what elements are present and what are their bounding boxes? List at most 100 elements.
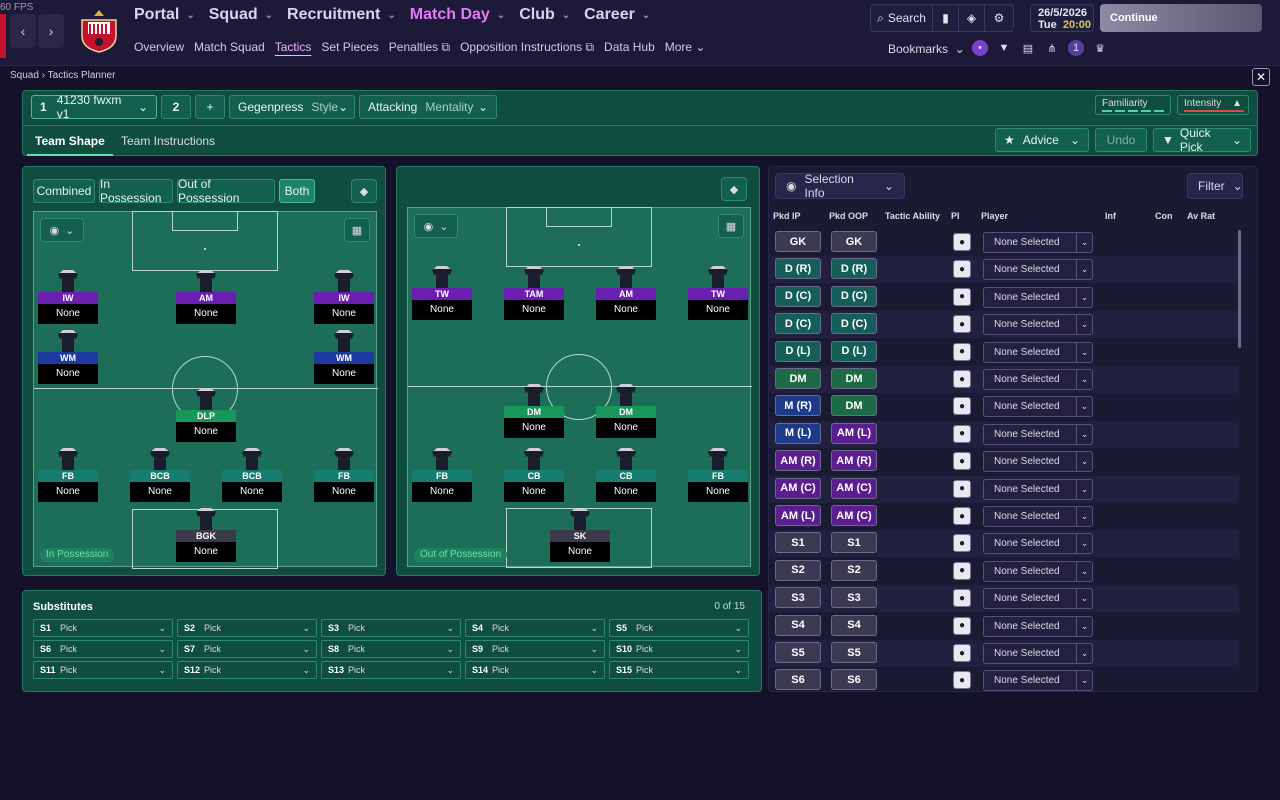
player-instructions-button[interactable]: ● [953, 616, 971, 635]
undo-button[interactable]: Undo [1095, 128, 1147, 152]
column-header[interactable]: Pkd IP [773, 211, 801, 221]
sub-menu-item[interactable]: More ⌄ [664, 40, 706, 54]
clipboard-icon[interactable]: ▤ [1022, 42, 1034, 55]
position-oop-button[interactable]: D (L) [831, 340, 877, 362]
position-ip-button[interactable]: D (L) [775, 340, 821, 362]
position-ip-button[interactable]: DM [775, 368, 821, 389]
player-select[interactable]: None Selected ⌄ [983, 232, 1093, 253]
position-oop-button[interactable]: AM (C) [831, 505, 877, 526]
player-instructions-button[interactable]: ● [953, 479, 971, 498]
search-button[interactable]: ⌕ Search [871, 5, 933, 31]
position-ip-button[interactable]: GK [775, 231, 821, 252]
player-slot[interactable]: FB None [38, 448, 98, 502]
player-select[interactable]: None Selected ⌄ [983, 478, 1093, 500]
substitute-select[interactable]: S4 Pick ⌄ [465, 619, 605, 637]
sub-menu-item[interactable]: Overview [134, 40, 185, 54]
formation-grid-button[interactable]: ▦ [718, 214, 744, 238]
main-menu-item[interactable]: Recruitment ⌄ [287, 6, 396, 23]
column-header[interactable]: Tactic Ability [885, 211, 941, 221]
player-slot[interactable]: WM None [38, 330, 98, 384]
player-instructions-button[interactable]: ● [953, 452, 971, 471]
player-select[interactable]: None Selected ⌄ [983, 314, 1093, 336]
add-tactic-button[interactable]: + [195, 95, 225, 119]
view-toggle-option[interactable]: Combined [33, 179, 95, 203]
substitute-select[interactable]: S8 Pick ⌄ [321, 640, 461, 658]
player-select[interactable]: None Selected ⌄ [983, 451, 1093, 473]
position-ip-button[interactable]: D (C) [775, 285, 821, 307]
news-button[interactable]: ◈ [959, 5, 985, 31]
advice-button[interactable]: ★ Advice ⌄ [995, 128, 1089, 152]
player-select[interactable]: None Selected ⌄ [983, 286, 1093, 308]
view-toggle-option[interactable]: In Possession [99, 177, 173, 205]
pitch-settings-button[interactable]: ◆ [721, 177, 747, 201]
sub-menu-item[interactable]: Opposition Instructions ⧉ [460, 40, 595, 54]
player-instructions-button[interactable]: ● [953, 342, 971, 361]
player-select[interactable]: None Selected ⌄ [983, 560, 1093, 582]
player-select[interactable]: None Selected ⌄ [983, 506, 1093, 527]
player-slot[interactable]: AM None [176, 270, 236, 324]
quick-pick-button[interactable]: ▼ Quick Pick ⌄ [1153, 126, 1251, 154]
view-toggle-option[interactable]: Out of Possession [177, 177, 275, 205]
column-header[interactable]: PI [951, 211, 960, 221]
main-menu-item[interactable]: Match Day ⌄ [409, 6, 506, 23]
tab-team-instructions[interactable]: Team Instructions [121, 134, 216, 148]
selection-info-dropdown[interactable]: ◉ Selection Info ⌄ [775, 172, 905, 200]
position-oop-button[interactable]: AM (R) [831, 450, 877, 472]
player-slot[interactable]: SK None [550, 508, 610, 562]
style-select[interactable]: Gegenpress Style ⌄ [229, 95, 355, 119]
main-menu-item[interactable]: Portal ⌄ [134, 6, 195, 23]
close-button[interactable]: ✕ [1252, 68, 1270, 86]
tactic-slot-1-select[interactable]: 1 41230 fwxm v1 ⌄ [31, 93, 157, 121]
substitute-select[interactable]: S1 Pick ⌄ [33, 619, 173, 637]
position-oop-button[interactable]: DM [831, 395, 877, 417]
column-header[interactable]: Pkd OOP [829, 211, 869, 221]
player-select[interactable]: None Selected ⌄ [983, 643, 1093, 664]
position-oop-button[interactable]: GK [831, 231, 877, 252]
player-select[interactable]: None Selected ⌄ [983, 423, 1093, 445]
player-select[interactable]: None Selected ⌄ [983, 533, 1093, 555]
player-select[interactable]: None Selected ⌄ [983, 396, 1093, 418]
position-ip-button[interactable]: S3 [775, 587, 821, 609]
player-slot[interactable]: DLP None [176, 388, 236, 442]
bookmark-button[interactable]: ▮ [933, 5, 959, 31]
position-oop-button[interactable]: S6 [831, 669, 877, 691]
player-slot[interactable]: DM None [504, 384, 564, 438]
substitute-select[interactable]: S15 Pick ⌄ [609, 661, 749, 679]
player-slot[interactable]: FB None [314, 448, 374, 502]
position-oop-button[interactable]: DM [831, 368, 877, 389]
main-menu-item[interactable]: Squad ⌄ [208, 6, 274, 23]
column-header[interactable]: Con [1155, 211, 1173, 221]
position-oop-button[interactable]: D (C) [831, 313, 877, 335]
sub-menu-item[interactable]: Data Hub [604, 40, 655, 54]
substitute-select[interactable]: S12 Pick ⌄ [177, 661, 317, 679]
substitute-select[interactable]: S10 Pick ⌄ [609, 640, 749, 658]
player-instructions-button[interactable]: ● [953, 534, 971, 553]
substitute-select[interactable]: S14 Pick ⌄ [465, 661, 605, 679]
visibility-toggle[interactable]: ◉ ⌄ [414, 214, 458, 238]
position-oop-button[interactable]: S2 [831, 559, 877, 581]
player-slot[interactable]: FB None [412, 448, 472, 502]
forward-button[interactable]: › [38, 14, 64, 48]
column-header[interactable]: Player [981, 211, 1009, 221]
position-oop-button[interactable]: S1 [831, 532, 877, 554]
position-oop-button[interactable]: D (R) [831, 258, 877, 280]
player-slot[interactable]: IW None [314, 270, 374, 324]
player-instructions-button[interactable]: ● [953, 507, 971, 525]
intensity-meter[interactable]: Intensity ▲ [1177, 95, 1249, 115]
position-ip-button[interactable]: AM (C) [775, 477, 821, 499]
club-crest-icon[interactable] [74, 8, 124, 54]
substitute-select[interactable]: S9 Pick ⌄ [465, 640, 605, 658]
substitute-select[interactable]: S5 Pick ⌄ [609, 619, 749, 637]
settings-button[interactable]: ⚙ [985, 5, 1013, 31]
player-slot[interactable]: AM None [596, 266, 656, 320]
position-ip-button[interactable]: S6 [775, 669, 821, 691]
substitute-select[interactable]: S11 Pick ⌄ [33, 661, 173, 679]
position-oop-button[interactable]: S5 [831, 642, 877, 663]
bookmarks-dropdown[interactable]: Bookmarks ⌄ [888, 42, 965, 56]
player-slot[interactable]: CB None [504, 448, 564, 502]
position-ip-button[interactable]: S2 [775, 559, 821, 581]
player-slot[interactable]: WM None [314, 330, 374, 384]
filter-dropdown[interactable]: Filter ⌄ [1187, 173, 1243, 199]
main-menu-item[interactable]: Club ⌄ [519, 6, 571, 23]
player-select[interactable]: None Selected ⌄ [983, 588, 1093, 610]
